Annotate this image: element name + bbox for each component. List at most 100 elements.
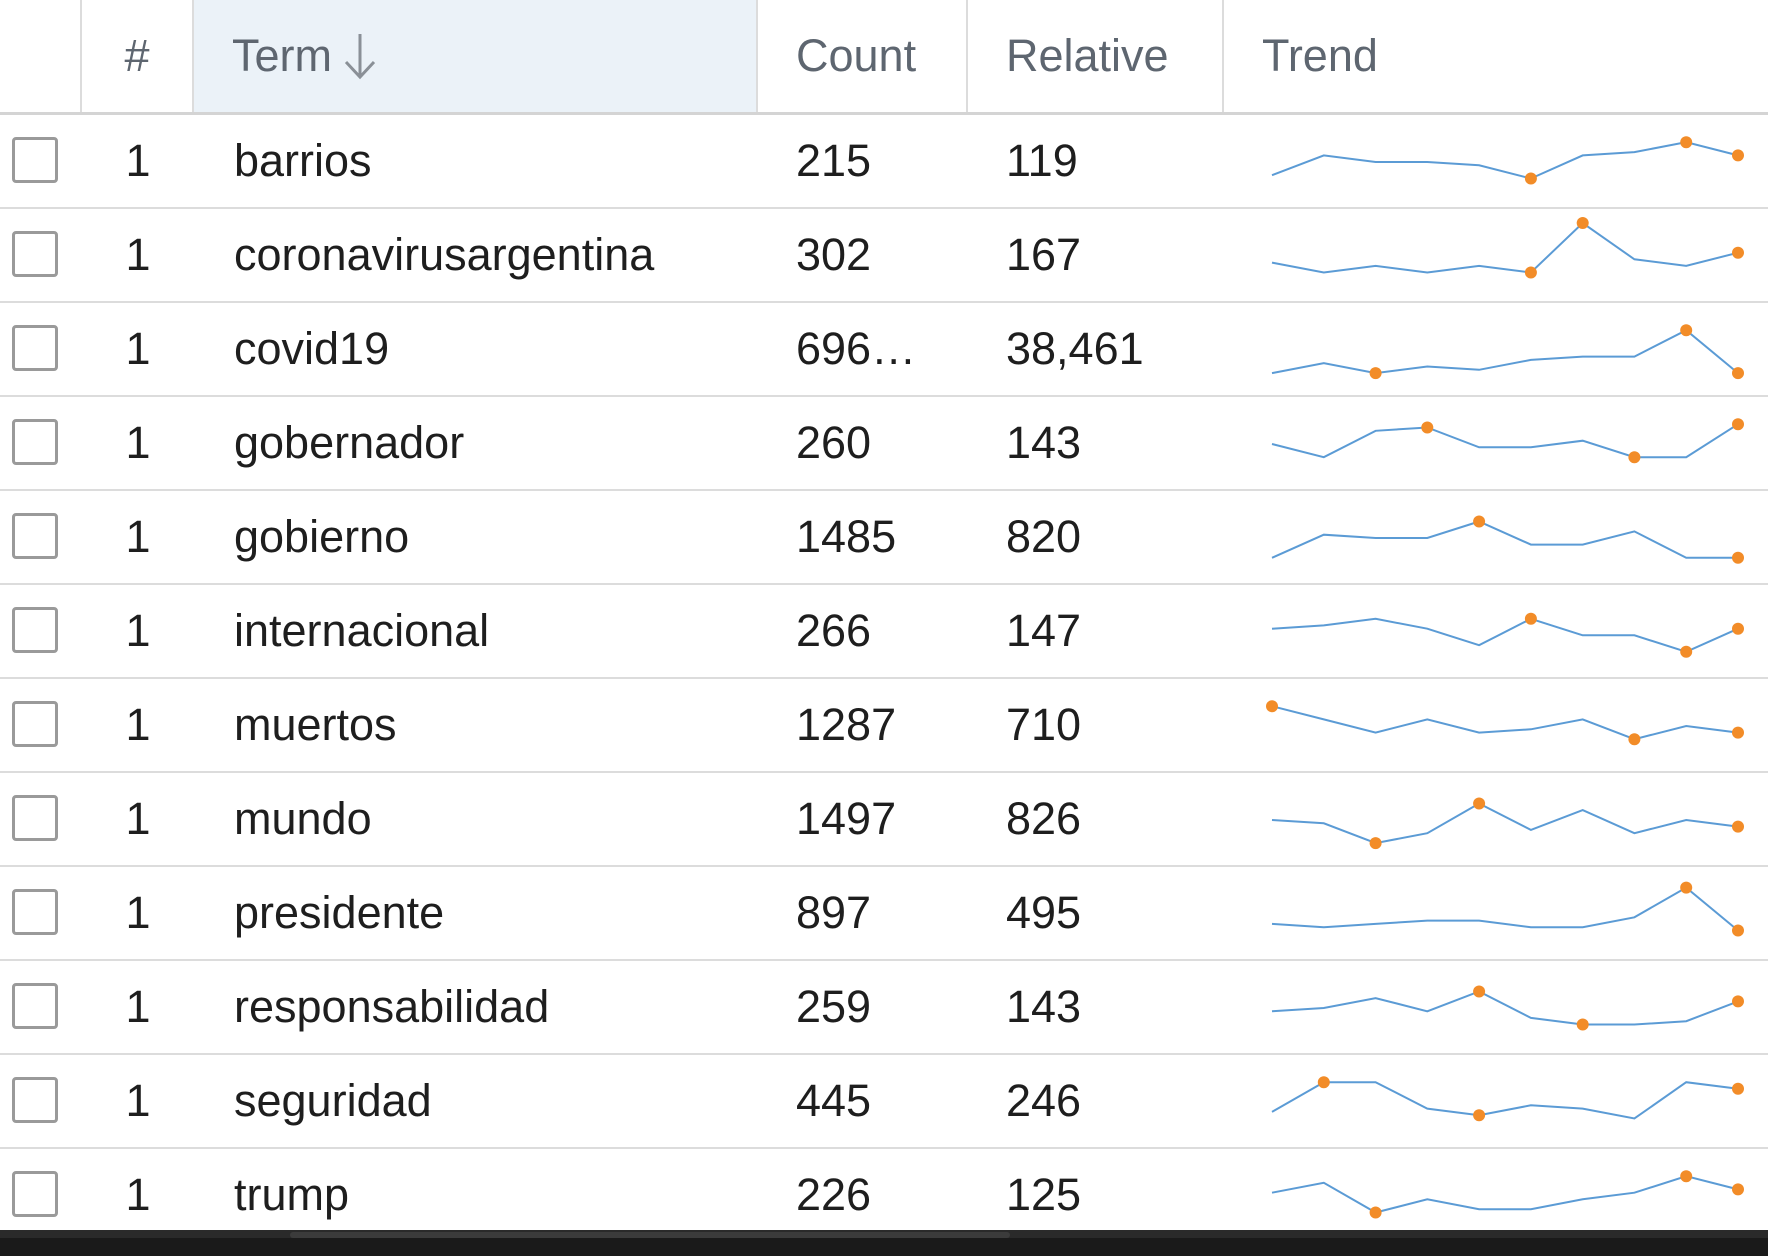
row-relative: 820 bbox=[1006, 511, 1082, 562]
trend-sparkline bbox=[1271, 612, 1744, 658]
trend-line bbox=[1271, 329, 1739, 375]
trend-marker bbox=[1732, 551, 1744, 564]
row-rank: 1 bbox=[125, 1169, 151, 1220]
row-count: 215 bbox=[796, 135, 872, 186]
trend-marker bbox=[1369, 837, 1382, 850]
row-term: coronavirusargentina bbox=[234, 229, 655, 280]
row-term: internacional bbox=[234, 605, 490, 656]
row-count: 445 bbox=[796, 1075, 872, 1126]
trend-sparkline bbox=[1271, 324, 1744, 380]
trend-marker bbox=[1369, 1206, 1382, 1219]
terms-table: # Term Count Relative Trend 1 barrios 215 1… bbox=[0, 0, 1768, 1230]
table-row[interactable]: 1 muertos 1287 710 bbox=[0, 679, 1768, 773]
row-count: 226 bbox=[796, 1169, 872, 1220]
row-count: 302 bbox=[796, 229, 872, 280]
trend-marker bbox=[1266, 700, 1278, 713]
table-header: # Term Count Relative Trend bbox=[0, 0, 1768, 115]
trend-marker bbox=[1732, 367, 1744, 380]
row-count: 1497 bbox=[796, 793, 897, 844]
trend-marker bbox=[1732, 1183, 1744, 1196]
row-rank: 1 bbox=[125, 229, 151, 280]
trend-marker bbox=[1524, 266, 1537, 279]
header-select-column bbox=[0, 0, 82, 112]
trend-sparkline bbox=[1271, 985, 1744, 1031]
trend-line bbox=[1271, 990, 1739, 1026]
table-row[interactable]: 1 trump 226 125 bbox=[0, 1149, 1768, 1230]
trend-marker bbox=[1732, 820, 1744, 833]
table-row[interactable]: 1 gobernador 260 143 bbox=[0, 397, 1768, 491]
row-checkbox[interactable] bbox=[12, 325, 58, 371]
row-checkbox[interactable] bbox=[12, 419, 58, 465]
row-checkbox[interactable] bbox=[12, 231, 58, 277]
trend-marker bbox=[1473, 515, 1486, 528]
trend-marker bbox=[1732, 246, 1744, 259]
header-trend[interactable]: Trend bbox=[1224, 0, 1768, 112]
trend-marker bbox=[1524, 172, 1537, 185]
header-relative[interactable]: Relative bbox=[968, 0, 1224, 112]
table-row[interactable]: 1 internacional 266 147 bbox=[0, 585, 1768, 679]
table-row[interactable]: 1 seguridad 445 246 bbox=[0, 1055, 1768, 1149]
table-row[interactable]: 1 responsabilidad 259 143 bbox=[0, 961, 1768, 1055]
trend-marker bbox=[1680, 324, 1693, 337]
row-count: 1485 bbox=[796, 511, 897, 562]
row-relative: 119 bbox=[1006, 135, 1078, 186]
trend-marker bbox=[1680, 1170, 1693, 1183]
trend-marker bbox=[1628, 733, 1641, 746]
trend-line bbox=[1271, 520, 1738, 559]
trend-marker bbox=[1680, 645, 1693, 658]
trend-sparkline bbox=[1271, 1170, 1744, 1219]
row-checkbox[interactable] bbox=[12, 513, 58, 559]
table-row[interactable]: 1 gobierno 1485 820 bbox=[0, 491, 1768, 585]
row-rank: 1 bbox=[125, 699, 151, 750]
trend-marker bbox=[1732, 622, 1744, 635]
header-term-label: Term bbox=[232, 30, 332, 81]
table-row[interactable]: 1 covid19 696… 38,461 bbox=[0, 303, 1768, 397]
trend-marker bbox=[1732, 418, 1744, 431]
row-checkbox[interactable] bbox=[12, 1171, 58, 1217]
row-relative: 143 bbox=[1006, 417, 1082, 468]
row-relative: 167 bbox=[1006, 229, 1082, 280]
trend-marker bbox=[1732, 726, 1744, 739]
header-term[interactable]: Term bbox=[194, 0, 758, 112]
row-term: barrios bbox=[234, 135, 372, 186]
trend-marker bbox=[1680, 136, 1693, 149]
table-row[interactable]: 1 mundo 1497 826 bbox=[0, 773, 1768, 867]
row-term: gobernador bbox=[234, 417, 465, 468]
row-checkbox[interactable] bbox=[12, 983, 58, 1029]
row-term: mundo bbox=[234, 793, 372, 844]
row-rank: 1 bbox=[125, 323, 151, 374]
row-relative: 38,461 bbox=[1006, 323, 1144, 374]
row-rank: 1 bbox=[125, 793, 151, 844]
row-relative: 125 bbox=[1006, 1169, 1082, 1220]
row-checkbox[interactable] bbox=[12, 795, 58, 841]
row-relative: 147 bbox=[1006, 605, 1082, 656]
row-rank: 1 bbox=[125, 511, 151, 562]
trend-sparkline bbox=[1271, 1076, 1744, 1122]
row-checkbox[interactable] bbox=[12, 607, 58, 653]
row-rank: 1 bbox=[125, 1075, 151, 1126]
header-relative-label: Relative bbox=[1006, 30, 1169, 81]
table-row[interactable]: 1 barrios 215 119 bbox=[0, 115, 1768, 209]
trend-marker bbox=[1317, 1076, 1330, 1089]
row-relative: 826 bbox=[1006, 793, 1082, 844]
row-relative: 246 bbox=[1006, 1075, 1082, 1126]
trend-line bbox=[1271, 802, 1739, 845]
row-count: 259 bbox=[796, 981, 872, 1032]
row-rank: 1 bbox=[125, 135, 151, 186]
row-checkbox[interactable] bbox=[12, 137, 58, 183]
trend-marker bbox=[1576, 217, 1589, 229]
trend-marker bbox=[1732, 995, 1744, 1008]
row-count: 1287 bbox=[796, 699, 897, 750]
table-row[interactable]: 1 coronavirusargentina 302 167 bbox=[0, 209, 1768, 303]
row-term: gobierno bbox=[234, 511, 410, 562]
header-count[interactable]: Count bbox=[758, 0, 968, 112]
trend-line bbox=[1271, 1081, 1739, 1120]
trend-marker bbox=[1473, 985, 1486, 998]
row-term: presidente bbox=[234, 887, 445, 938]
scrollbar-thumb[interactable] bbox=[290, 1232, 1010, 1238]
row-checkbox[interactable] bbox=[12, 701, 58, 747]
row-checkbox[interactable] bbox=[12, 889, 58, 935]
header-rank[interactable]: # bbox=[82, 0, 194, 112]
table-row[interactable]: 1 presidente 897 495 bbox=[0, 867, 1768, 961]
row-checkbox[interactable] bbox=[12, 1077, 58, 1123]
